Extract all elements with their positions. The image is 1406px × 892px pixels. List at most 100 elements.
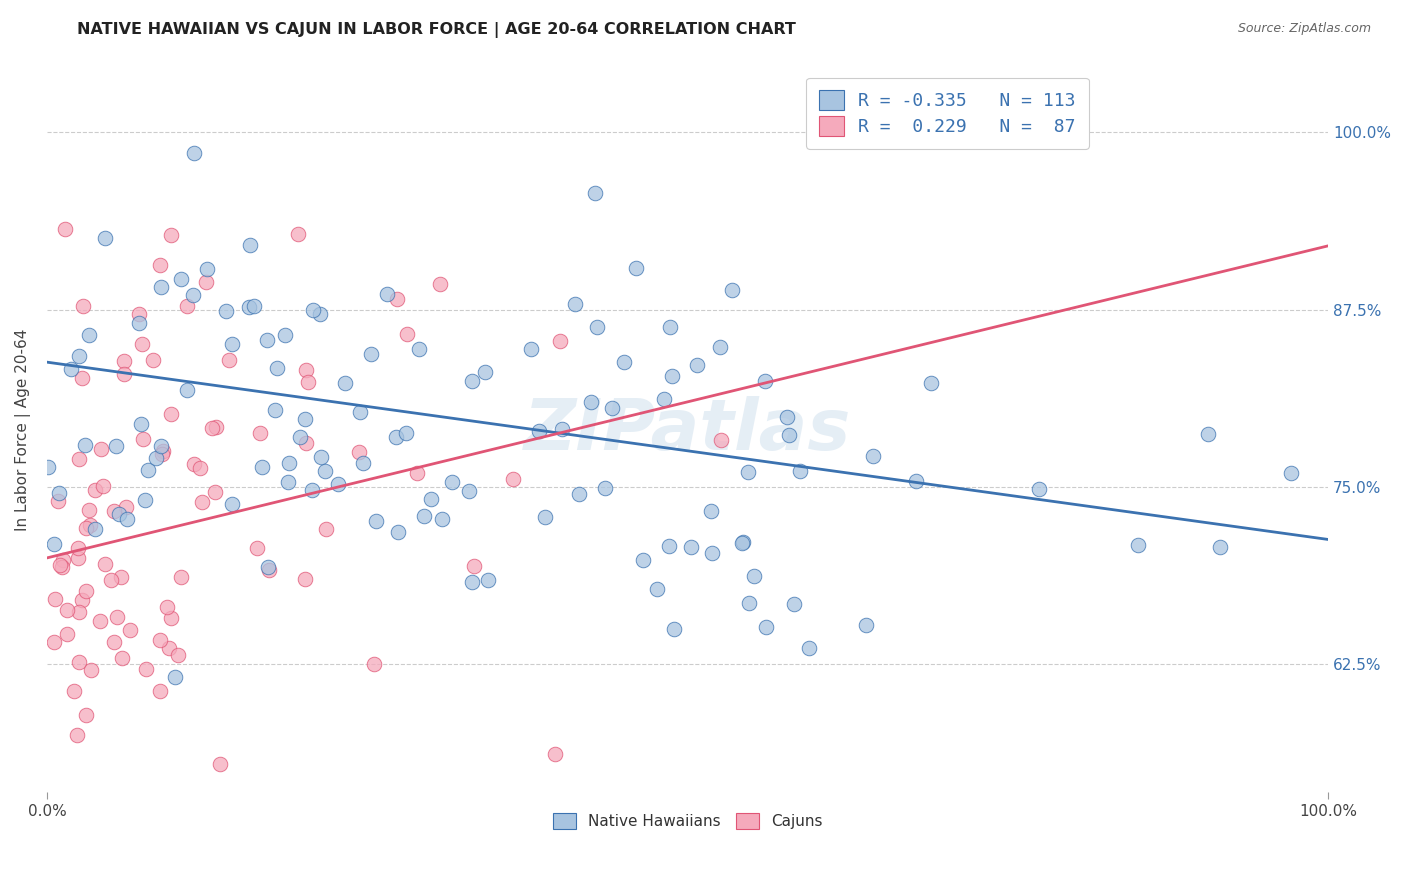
Point	[159, 227, 181, 242]
Point	[652, 392, 675, 406]
Point	[215, 304, 238, 318]
Point	[167, 648, 190, 663]
Point	[290, 429, 312, 443]
Point	[246, 541, 269, 555]
Point	[67, 655, 90, 669]
Point	[201, 421, 224, 435]
Point	[169, 271, 191, 285]
Point	[297, 375, 319, 389]
Point	[593, 481, 616, 495]
Point	[42, 635, 65, 649]
Point	[128, 316, 150, 330]
Point	[160, 611, 183, 625]
Point	[132, 432, 155, 446]
Point	[218, 353, 240, 368]
Point	[920, 376, 942, 391]
Point	[56, 626, 79, 640]
Point	[302, 302, 325, 317]
Point	[75, 438, 97, 452]
Point	[66, 728, 89, 742]
Point	[131, 337, 153, 351]
Point	[738, 596, 761, 610]
Point	[1209, 540, 1232, 554]
Point	[188, 460, 211, 475]
Point	[474, 365, 496, 379]
Point	[183, 457, 205, 471]
Point	[463, 559, 485, 574]
Point	[631, 553, 654, 567]
Point	[72, 299, 94, 313]
Point	[243, 299, 266, 313]
Point	[477, 573, 499, 587]
Point	[294, 411, 316, 425]
Point	[105, 609, 128, 624]
Point	[118, 623, 141, 637]
Point	[375, 287, 398, 301]
Point	[70, 371, 93, 385]
Point	[583, 186, 606, 200]
Point	[51, 559, 73, 574]
Point	[70, 593, 93, 607]
Point	[274, 327, 297, 342]
Point	[135, 661, 157, 675]
Point	[142, 353, 165, 368]
Point	[363, 657, 385, 671]
Point	[430, 512, 453, 526]
Point	[347, 444, 370, 458]
Point	[79, 518, 101, 533]
Point	[395, 425, 418, 440]
Point	[114, 353, 136, 368]
Point	[195, 261, 218, 276]
Point	[150, 447, 173, 461]
Point	[309, 307, 332, 321]
Point	[149, 632, 172, 647]
Point	[145, 450, 167, 465]
Point	[94, 558, 117, 572]
Point	[103, 635, 125, 649]
Text: Source: ZipAtlas.com: Source: ZipAtlas.com	[1237, 22, 1371, 36]
Text: NATIVE HAWAIIAN VS CAJUN IN LABOR FORCE | AGE 20-64 CORRELATION CHART: NATIVE HAWAIIAN VS CAJUN IN LABOR FORCE …	[77, 22, 796, 38]
Point	[221, 337, 243, 351]
Point	[1028, 482, 1050, 496]
Point	[700, 546, 723, 560]
Point	[134, 492, 156, 507]
Point	[63, 684, 86, 698]
Point	[67, 349, 90, 363]
Point	[100, 573, 122, 587]
Point	[66, 541, 89, 556]
Point	[602, 401, 624, 415]
Point	[152, 444, 174, 458]
Point	[408, 342, 430, 356]
Point	[776, 409, 799, 424]
Point	[149, 258, 172, 272]
Point	[544, 747, 567, 761]
Point	[733, 535, 755, 549]
Point	[176, 299, 198, 313]
Point	[89, 614, 111, 628]
Point	[797, 640, 820, 655]
Point	[156, 599, 179, 614]
Point	[56, 602, 79, 616]
Point	[905, 475, 928, 489]
Point	[533, 510, 555, 524]
Point	[461, 374, 484, 388]
Point	[75, 584, 97, 599]
Point	[170, 570, 193, 584]
Point	[209, 756, 232, 771]
Point	[384, 430, 406, 444]
Point	[250, 460, 273, 475]
Point	[778, 427, 800, 442]
Text: ZIPatlas: ZIPatlas	[524, 396, 851, 465]
Point	[205, 420, 228, 434]
Point	[59, 362, 82, 376]
Point	[249, 426, 271, 441]
Point	[48, 486, 70, 500]
Point	[277, 475, 299, 489]
Legend: Native Hawaiians, Cajuns: Native Hawaiians, Cajuns	[547, 806, 828, 835]
Point	[160, 407, 183, 421]
Point	[441, 475, 464, 489]
Point	[349, 405, 371, 419]
Point	[1197, 427, 1219, 442]
Point	[117, 512, 139, 526]
Point	[150, 439, 173, 453]
